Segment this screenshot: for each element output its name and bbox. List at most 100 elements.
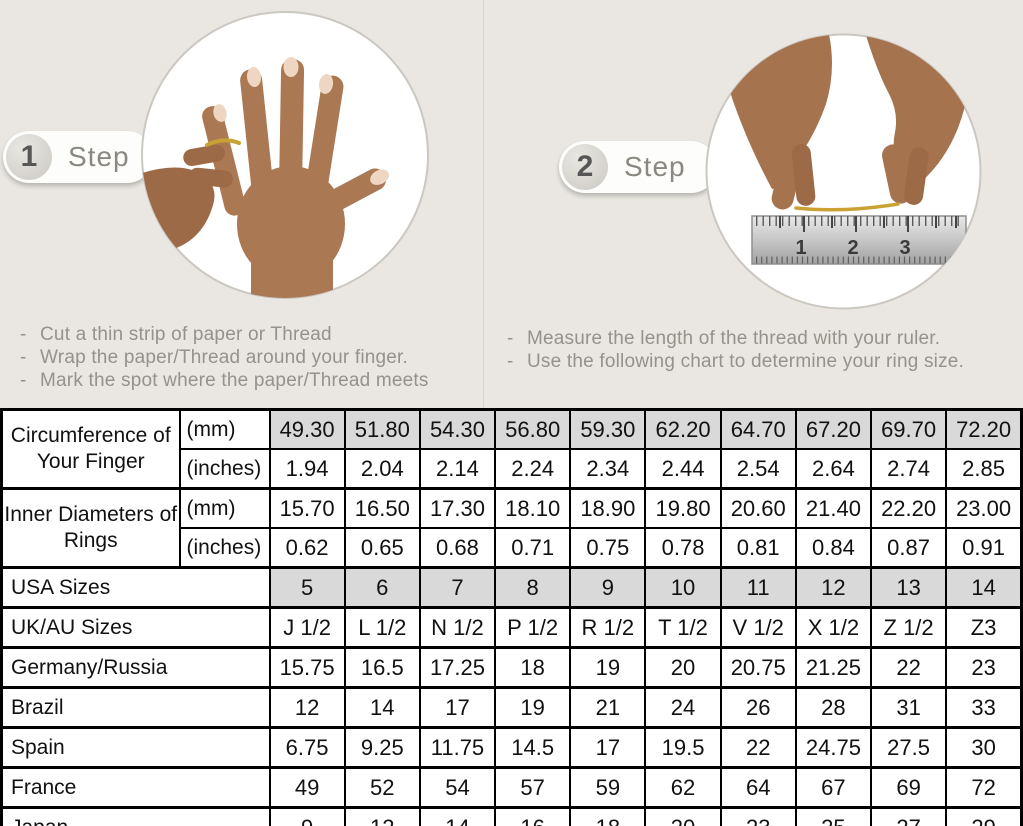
size-cell: 64.70 bbox=[719, 408, 797, 450]
step2-instructions: - Measure the length of the thread with … bbox=[507, 327, 964, 373]
size-cell: Z 1/2 bbox=[869, 606, 948, 649]
size-cell: 5 bbox=[268, 566, 346, 609]
instruction-text: Wrap the paper/Thread around your finger… bbox=[40, 347, 409, 368]
size-cell: 0.84 bbox=[794, 527, 873, 569]
size-cell: 19 bbox=[494, 686, 572, 729]
size-cell: 12 bbox=[794, 566, 873, 609]
table-row: USA Sizes 5 6 7 8 9 10 11 12 13 14 bbox=[0, 566, 1023, 609]
row-label: Germany/Russia bbox=[0, 646, 271, 689]
size-cell: 14 bbox=[343, 686, 421, 729]
size-cell: 33 bbox=[945, 686, 1023, 729]
row-label: Japan bbox=[0, 806, 271, 826]
size-cell: T 1/2 bbox=[644, 606, 722, 649]
size-cell: 64 bbox=[719, 766, 797, 809]
table-row: (inches) 1.94 2.04 2.14 2.24 2.34 2.44 2.54 2.64… bbox=[2, 448, 1023, 490]
size-cell: 10 bbox=[644, 566, 722, 609]
size-cell: 22.20 bbox=[869, 487, 948, 529]
size-cell: X 1/2 bbox=[794, 606, 873, 649]
size-cell: 16.5 bbox=[343, 646, 421, 689]
row-label: Spain bbox=[0, 726, 271, 769]
row-label: Circumference of Your Finger bbox=[0, 408, 181, 490]
size-cell: N 1/2 bbox=[418, 606, 497, 649]
size-cell: 12 bbox=[343, 806, 421, 826]
size-cell: 20.60 bbox=[719, 487, 797, 529]
size-cell: 23.00 bbox=[945, 487, 1023, 529]
table-row: Brazil 12 14 17 19 21 24 26 28 31 33 bbox=[0, 686, 1023, 729]
hand-photo-svg bbox=[141, 11, 429, 299]
instruction-line: - Cut a thin strip of paper or Thread bbox=[20, 323, 429, 346]
size-cell: 2.34 bbox=[569, 448, 647, 490]
instruction-text: Mark the spot where the paper/Thread mee… bbox=[40, 370, 429, 391]
size-cell: 0.62 bbox=[268, 527, 346, 569]
size-cell: 67 bbox=[794, 766, 873, 809]
size-cell: 54 bbox=[418, 766, 497, 809]
step1-photo bbox=[139, 9, 431, 301]
size-cell: 15.70 bbox=[268, 487, 346, 529]
size-cell: 17.25 bbox=[418, 646, 497, 689]
size-cell: 59 bbox=[569, 766, 647, 809]
size-cell: 30 bbox=[945, 726, 1023, 769]
size-cell: 16.50 bbox=[343, 487, 421, 529]
row-label: Brazil bbox=[0, 686, 271, 729]
size-cell: 6 bbox=[343, 566, 421, 609]
size-cell: 17 bbox=[569, 726, 647, 769]
size-cell: 28 bbox=[794, 686, 873, 729]
row-label: Inner Diameters of Rings bbox=[0, 487, 181, 569]
size-cell: 9.25 bbox=[343, 726, 421, 769]
size-cell: 7 bbox=[418, 566, 497, 609]
size-cell: 24 bbox=[644, 686, 722, 729]
size-cell: 27.5 bbox=[869, 726, 948, 769]
step-2-number: 2 bbox=[562, 144, 608, 190]
size-cell: 13 bbox=[869, 566, 948, 609]
size-cell: 26 bbox=[719, 686, 797, 729]
size-cell: 20.75 bbox=[719, 646, 797, 689]
size-cell: 69.70 bbox=[869, 408, 948, 450]
size-cell: 17 bbox=[418, 686, 497, 729]
row-label: USA Sizes bbox=[0, 566, 271, 609]
ruler-number: 2 bbox=[847, 237, 858, 259]
size-cell: 2.64 bbox=[794, 448, 873, 490]
size-cell: J 1/2 bbox=[268, 606, 346, 649]
size-cell: 2.85 bbox=[945, 448, 1023, 490]
unit-cell: (inches) bbox=[178, 448, 271, 490]
size-cell: 57 bbox=[494, 766, 572, 809]
size-cell: 1.94 bbox=[268, 448, 346, 490]
size-cell: 0.91 bbox=[945, 527, 1023, 569]
table-row: (inches) 0.62 0.65 0.68 0.71 0.75 0.78 0.81 0.84… bbox=[2, 527, 1023, 569]
row-label: UK/AU Sizes bbox=[0, 606, 271, 649]
size-cell: V 1/2 bbox=[719, 606, 797, 649]
size-cell: Z3 bbox=[945, 606, 1023, 649]
section-divider bbox=[483, 0, 484, 408]
step-2-badge: 2 Step bbox=[559, 141, 717, 193]
row-label: France bbox=[0, 766, 271, 809]
size-cell: 49 bbox=[268, 766, 346, 809]
size-cell: 15.75 bbox=[268, 646, 346, 689]
size-cell: 21.25 bbox=[794, 646, 873, 689]
size-cell: 8 bbox=[494, 566, 572, 609]
thread-icon bbox=[794, 202, 900, 212]
hand-icon bbox=[202, 57, 389, 298]
unit-cell: (mm) bbox=[178, 487, 271, 529]
instruction-text: Cut a thin strip of paper or Thread bbox=[40, 324, 332, 345]
size-cell: 22 bbox=[869, 646, 948, 689]
step-1-number: 1 bbox=[6, 134, 52, 180]
size-cell: 24.75 bbox=[794, 726, 873, 769]
size-cell: 31 bbox=[869, 686, 948, 729]
step-1-label: Step bbox=[68, 141, 130, 172]
size-cell: L 1/2 bbox=[343, 606, 421, 649]
bullet-dash: - bbox=[20, 347, 27, 368]
size-cell: 0.65 bbox=[343, 527, 421, 569]
instruction-line: - Wrap the paper/Thread around your fing… bbox=[20, 346, 429, 369]
size-cell: 67.20 bbox=[794, 408, 873, 450]
size-cell: R 1/2 bbox=[569, 606, 647, 649]
instruction-line: - Use the following chart to determine y… bbox=[507, 350, 964, 373]
size-cell: 22 bbox=[719, 726, 797, 769]
size-cell: 18 bbox=[569, 806, 647, 826]
size-cell: 0.75 bbox=[569, 527, 647, 569]
size-cell: 27 bbox=[869, 806, 948, 826]
size-cell: 59.30 bbox=[569, 408, 647, 450]
size-cell: 9 bbox=[569, 566, 647, 609]
size-cell: 21 bbox=[569, 686, 647, 729]
ruler-number: 3 bbox=[899, 237, 910, 259]
size-cell: P 1/2 bbox=[494, 606, 572, 649]
